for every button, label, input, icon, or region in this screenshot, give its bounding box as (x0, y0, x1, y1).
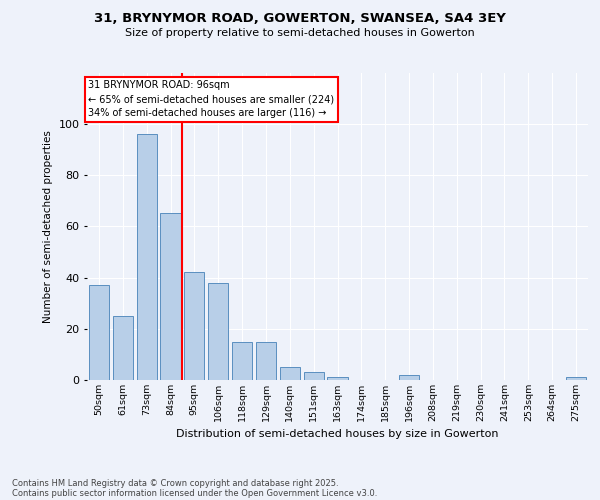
Bar (566, 378, 586, 380)
Bar (208, 282, 229, 380)
Bar (89, 285, 109, 380)
Bar (113, 316, 133, 380)
Bar (399, 375, 419, 380)
Text: 31 BRYNYMOR ROAD: 96sqm
← 65% of semi-detached houses are smaller (224)
34% of s: 31 BRYNYMOR ROAD: 96sqm ← 65% of semi-de… (88, 80, 334, 118)
Bar (304, 372, 324, 380)
Text: Contains public sector information licensed under the Open Government Licence v3: Contains public sector information licen… (12, 488, 377, 498)
Text: Contains HM Land Registry data © Crown copyright and database right 2025.: Contains HM Land Registry data © Crown c… (12, 478, 338, 488)
Bar (232, 342, 252, 380)
Y-axis label: Number of semi-detached properties: Number of semi-detached properties (43, 130, 53, 322)
Bar (328, 378, 347, 380)
Bar (256, 342, 276, 380)
Bar (280, 367, 300, 380)
Text: 31, BRYNYMOR ROAD, GOWERTON, SWANSEA, SA4 3EY: 31, BRYNYMOR ROAD, GOWERTON, SWANSEA, SA… (94, 12, 506, 26)
Bar (160, 214, 181, 380)
X-axis label: Distribution of semi-detached houses by size in Gowerton: Distribution of semi-detached houses by … (176, 430, 499, 440)
Text: Size of property relative to semi-detached houses in Gowerton: Size of property relative to semi-detach… (125, 28, 475, 38)
Bar (137, 134, 157, 380)
Bar (184, 272, 205, 380)
